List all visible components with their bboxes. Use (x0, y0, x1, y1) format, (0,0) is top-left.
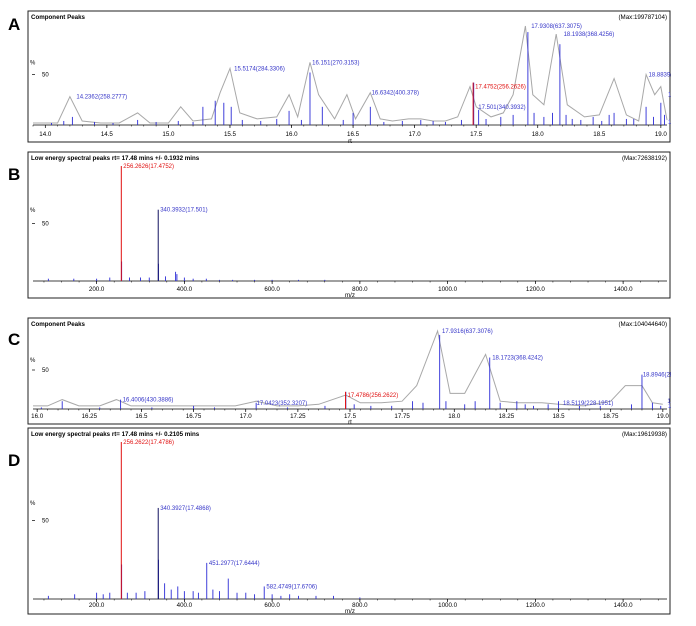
max-intensity-label: (Max:104044640) (619, 321, 668, 328)
peak-label: 17.9308(637.3075) (531, 24, 582, 30)
x-tick-label: 400.0 (177, 286, 193, 293)
x-tick-label: 1200.0 (526, 602, 545, 609)
y-tick-label: 50 (42, 73, 49, 79)
x-tick-label: 400.0 (177, 602, 193, 609)
peak-label: 17.0423(352.3207) (257, 401, 308, 407)
panel-b: B Low energy spectral peaks rt= 17.48 min… (8, 151, 671, 299)
peak-label: 15.5174(284.3306) (234, 66, 285, 72)
x-tick-label: 1400.0 (614, 286, 633, 293)
panel-frame (27, 10, 671, 143)
envelope-trace (33, 25, 668, 124)
panel-letter: D (8, 451, 20, 470)
x-tick-label: 14.0 (39, 131, 52, 138)
chart-title: Low energy spectral peaks rt= 17.48 mins… (31, 155, 200, 162)
peak-label: 17.4786(256.2622) (348, 393, 399, 399)
panel-d: D Low energy spectral peaks rt= 17.48 min… (8, 427, 671, 615)
x-tick-label: 1200.0 (526, 286, 545, 293)
x-tick-label: 18.0 (532, 131, 545, 138)
peak-label: 340.3932(17.501) (160, 208, 207, 214)
x-tick-label: 18.5 (553, 413, 566, 420)
x-tick-label: 17.75 (394, 413, 410, 420)
peak-label: 18.1938(368.4256) (564, 32, 615, 38)
y-axis-label: % (30, 60, 36, 66)
x-tick-label: 14.5 (101, 131, 114, 138)
x-tick-label: 17.25 (290, 413, 306, 420)
x-tick-label: 17.0 (409, 131, 422, 138)
peak-label: 14.2362(258.2777) (76, 95, 127, 101)
y-tick-label: 50 (42, 519, 49, 525)
peak-label: 18.1723(368.4242) (492, 356, 543, 362)
x-axis-label: rt (348, 419, 352, 426)
panel-letter: B (8, 165, 20, 184)
x-tick-label: 1000.0 (438, 602, 457, 609)
peak-label: 256.2626(17.4752) (123, 164, 174, 170)
x-tick-label: 16.75 (186, 413, 202, 420)
panel-frame (27, 151, 671, 299)
panel-a: A Component Peaks (Max:199787104)% 50 14.0 14… (8, 10, 692, 145)
x-tick-label: 1000.0 (438, 286, 457, 293)
peak-label: 16.4006(430.3886) (123, 398, 174, 404)
max-intensity-label: (Max:19619938) (622, 431, 667, 438)
x-tick-label: 600.0 (264, 602, 280, 609)
envelope-trace (33, 329, 663, 407)
panel-letter: C (8, 330, 20, 349)
x-axis-label: rt (348, 138, 352, 145)
x-tick-label: 17.5 (344, 413, 357, 420)
peak-label: 17.501(340.3932) (478, 105, 525, 111)
x-tick-label: 19.0 (655, 131, 668, 138)
x-tick-label: 600.0 (264, 286, 280, 293)
x-tick-label: 16.5 (347, 131, 360, 138)
y-axis-label: % (30, 208, 36, 214)
chart-title: Low energy spectral peaks rt= 17.48 mins… (31, 431, 200, 438)
panel-letter: A (8, 15, 20, 34)
peak-label: 16.151(270.3153) (312, 60, 359, 66)
x-tick-label: 16.0 (31, 413, 44, 420)
chart-title: Component Peaks (31, 14, 86, 21)
x-tick-label: 15.5 (224, 131, 237, 138)
max-intensity-label: (Max:199787104) (619, 14, 668, 21)
panel-frame (27, 317, 671, 425)
x-axis-label: m/z (345, 292, 355, 299)
x-tick-label: 16.25 (82, 413, 98, 420)
x-tick-label: 16.0 (286, 131, 299, 138)
x-tick-label: 1400.0 (614, 602, 633, 609)
x-tick-label: 200.0 (89, 286, 105, 293)
panel-c: C Component Peaks (Max:104044640)% 50 16.0 16… (8, 317, 696, 426)
x-tick-label: 18.25 (499, 413, 515, 420)
x-tick-label: 17.5 (470, 131, 483, 138)
y-tick-label: 50 (42, 222, 49, 228)
peak-label: 18.5119(228.1951) (563, 401, 613, 407)
peak-label: 582.4749(17.6706) (266, 584, 317, 590)
right-margin-mask (671, 0, 696, 626)
x-tick-label: 19.0 (657, 413, 670, 420)
x-tick-label: 17.0 (240, 413, 253, 420)
x-tick-label: 15.0 (162, 131, 175, 138)
max-intensity-label: (Max:72638192) (622, 155, 667, 162)
peak-label: 17.4752(256.2626) (475, 85, 526, 91)
chart-title: Component Peaks (31, 321, 86, 328)
x-tick-label: 800.0 (352, 602, 368, 609)
panel-frame (27, 427, 671, 615)
x-tick-label: 18.5 (593, 131, 606, 138)
y-tick-label: 50 (42, 368, 49, 374)
y-axis-label: % (30, 358, 36, 364)
x-tick-label: 16.5 (135, 413, 148, 420)
peak-label: 16.6342(400.378) (372, 91, 419, 97)
peak-label: 17.9316(637.3076) (442, 329, 493, 335)
x-tick-label: 800.0 (352, 286, 368, 293)
y-axis-label: % (30, 501, 36, 507)
x-tick-label: 18.0 (448, 413, 461, 420)
peak-label: 18.8839(294.29 (649, 73, 692, 79)
x-tick-label: 18.75 (603, 413, 619, 420)
x-tick-label: 200.0 (89, 602, 105, 609)
peak-label: 256.2622(17.4786) (123, 440, 174, 446)
x-axis-label: m/z (345, 608, 355, 615)
peak-label: 18.8946(284.2938) (643, 373, 694, 379)
peak-label: 340.3927(17.4868) (160, 506, 211, 512)
peak-label: 451.2977(17.6444) (209, 561, 260, 567)
